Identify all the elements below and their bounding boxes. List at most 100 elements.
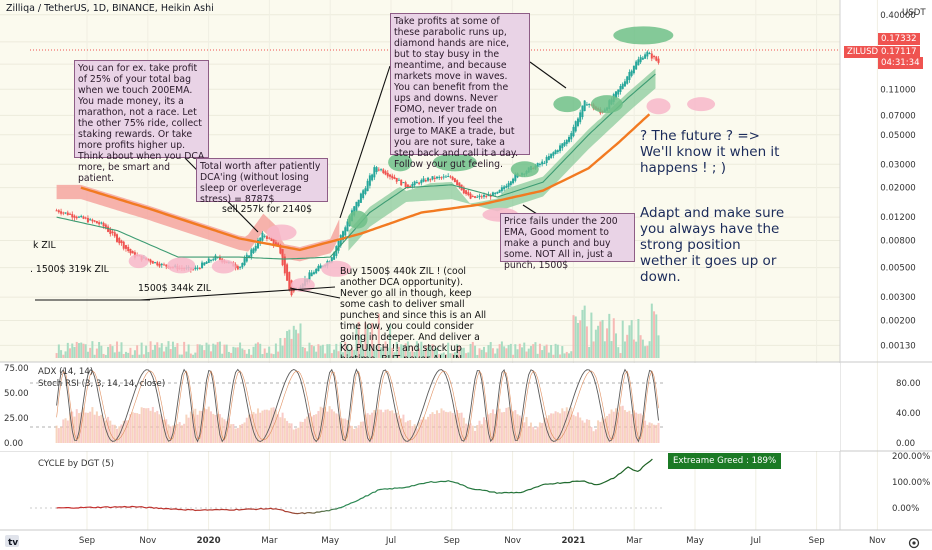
candle-body [368,175,371,186]
adx-bar [274,409,277,443]
candle-body [491,192,494,197]
extreme-greed-badge: Extreame Greed : 189% [668,453,782,469]
volume-bar [559,354,562,358]
candle-body [623,81,626,87]
candle-body [619,86,622,92]
candle-body [107,226,110,232]
adx-bar [158,414,161,443]
adx-bar [241,423,244,443]
candle-body [476,196,479,198]
candle-body [588,104,591,106]
volume-bar [509,343,512,358]
volume-bar [239,342,242,358]
adx-bar [650,423,653,443]
adx-bar [192,414,195,443]
volume-bar [57,344,60,358]
volume-bar [462,347,465,358]
adx-bar [451,412,454,443]
adx-bar [556,412,559,443]
adx-bar [319,406,322,443]
volume-bar [176,343,179,358]
candle-body [339,235,342,246]
candle-body [377,169,380,171]
candle-body [263,235,266,237]
candle-body [494,192,497,195]
adx-bar [174,425,177,443]
candle-body [317,265,320,272]
candle-body [458,182,461,187]
adx-bar [86,412,89,443]
adx-bar [418,422,421,443]
candle-body [312,272,315,275]
highlight-ellipse [687,97,716,112]
candle-body [156,262,159,266]
adx-bar [297,427,300,443]
adx-bar [355,427,358,443]
adx-bar [594,429,597,443]
gear-icon[interactable] [908,537,920,549]
volume-bar [440,353,443,358]
volume-bar [491,348,494,358]
volume-bar [431,344,434,358]
adx-bar [84,412,87,443]
volume-bar [140,342,143,358]
adx-bar [218,414,221,443]
adx-bar [95,411,98,443]
adx-bar [243,422,246,443]
candle-body [543,162,546,164]
volume-bar [319,345,322,358]
adx-bar [301,421,304,443]
volume-bar [512,354,515,358]
adx-bar [397,415,400,443]
volume-bar [532,344,535,358]
volume-bar [395,341,398,358]
candle-body [487,194,490,197]
volume-bar [500,341,503,358]
volume-bar [268,346,271,358]
volume-bar [321,344,324,358]
candle-body [469,193,472,199]
volume-bar [265,352,268,358]
candle-body [402,182,405,184]
candle-body [474,196,477,198]
volume-bar [120,342,123,358]
candle-body [480,196,483,198]
candle-body [122,241,125,249]
time-axis-labels: Sep Nov 2020 Mar May Jul Sep Nov 2021 Mar May Jul Se… [79,536,886,546]
highlight-ellipse [590,95,623,114]
volume-bar [283,337,286,358]
adx-bar [333,411,336,443]
adx-bar [368,414,371,443]
oscillator-pane [0,363,840,451]
volume-bar [218,341,221,358]
adx-bar [494,413,497,443]
volume-bar [286,331,289,358]
adx-bar [198,410,201,443]
volume-bar [518,343,521,358]
volume-bar [303,347,306,358]
adx-bar [570,407,573,443]
price-tick-label: 0.01200 [880,213,916,223]
adx-bar [516,414,519,443]
volume-bar [312,346,315,358]
stoch-rsi-label: Stoch RSI (3, 3, 14, 14, close) [38,379,166,389]
candle-body [482,195,485,197]
volume-bar [154,344,157,358]
volume-bar [315,351,318,358]
volume-bar [118,351,121,358]
adx-bar [377,409,380,443]
candle-body [243,258,246,266]
candle-body [565,139,568,144]
adx-bar [116,428,119,443]
volume-bar [241,348,244,358]
adx-bar [225,421,228,443]
adx-bar [523,422,526,443]
volume-bar [272,354,275,358]
volume-bar [256,342,259,358]
adx-bar [608,413,611,443]
candle-body [615,91,618,98]
volume-bar [89,347,92,358]
adx-bar [223,419,226,443]
volume-bar [433,348,436,358]
volume-bar [156,342,159,358]
